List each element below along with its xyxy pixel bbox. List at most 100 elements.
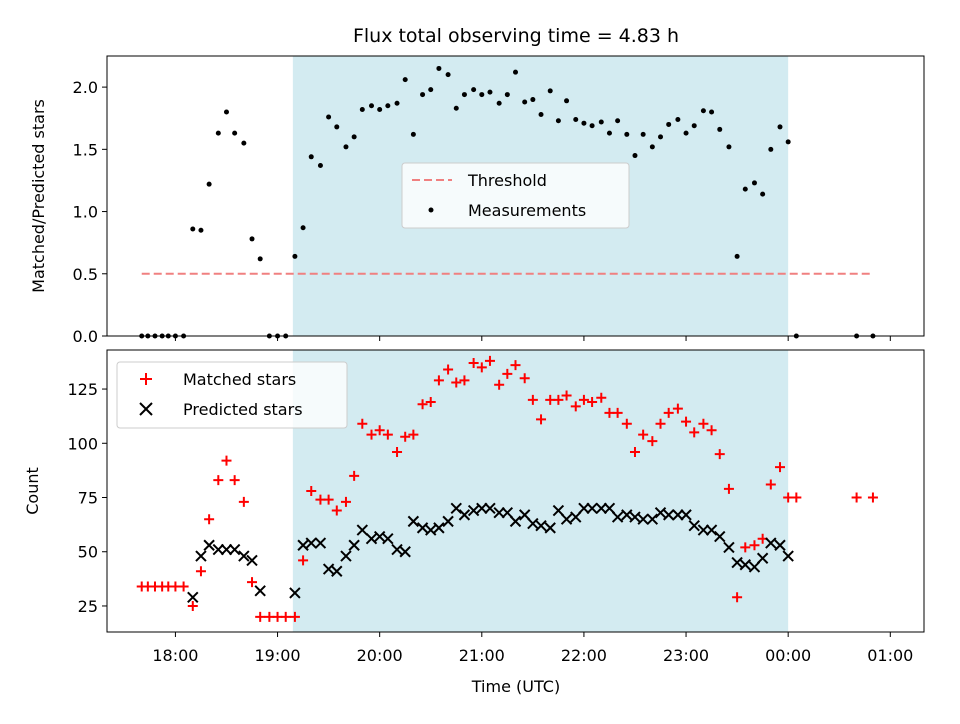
predicted-star-point	[467, 504, 480, 517]
bottom-y-tick-label: 125	[67, 380, 98, 399]
matched-star-point	[689, 427, 700, 438]
matched-star-point	[349, 470, 360, 481]
predicted-star-point	[314, 537, 327, 549]
measurement-point	[394, 100, 400, 106]
legend-measurements-swatch	[428, 207, 434, 213]
predicted-star-point	[586, 502, 598, 515]
predicted-star-point	[348, 539, 360, 551]
matched-star-point	[749, 540, 760, 551]
matched-star-point	[229, 475, 240, 486]
matched-star-point	[596, 392, 607, 403]
measurement-point	[257, 256, 263, 262]
top-y-tick-label: 0.5	[73, 265, 98, 284]
matched-star-point	[280, 611, 291, 622]
matched-star-point	[791, 492, 802, 503]
legend-matched-swatch	[140, 373, 152, 385]
bottom-legend-box	[116, 361, 348, 429]
measurement-point	[564, 98, 570, 104]
matched-star-point	[494, 379, 505, 390]
matched-star-point	[433, 375, 444, 386]
top-legend[interactable]: Threshold Measurements	[401, 162, 630, 229]
predicted-star-point	[476, 502, 488, 515]
matched-star-point	[502, 368, 513, 379]
measurement-points	[139, 65, 876, 339]
predicted-star-point	[570, 511, 582, 523]
measurement-point	[326, 114, 332, 120]
chart-title: Flux total observing time = 4.83 h	[353, 25, 679, 47]
predicted-star-point	[228, 543, 241, 556]
predicted-star-point	[611, 511, 624, 523]
predicted-star-point	[391, 543, 403, 556]
measurement-point	[461, 92, 467, 98]
measurement-point	[573, 116, 579, 122]
matched-star-point	[459, 375, 470, 386]
predicted-star-point	[212, 543, 225, 556]
bottom-panel: 25 50 75 100 125 18:00 19:00 20:00 21:00 22:00 23:…	[23, 349, 925, 696]
predicted-star-point	[552, 504, 565, 517]
measurement-point	[334, 124, 340, 130]
x-tick-label: 22:00	[561, 646, 607, 665]
predicted-star-point	[246, 554, 258, 567]
measurement-point	[530, 97, 536, 103]
top-legend-box	[401, 162, 630, 229]
x-tick-label: 20:00	[357, 646, 403, 665]
top-y-tick-label: 2.0	[73, 78, 98, 97]
bottom-axes-frame	[106, 349, 925, 633]
matched-star-point	[587, 397, 598, 408]
matched-star-point	[484, 355, 495, 366]
measurement-point	[649, 144, 655, 150]
predicted-star-point	[331, 565, 343, 577]
predicted-star-point	[458, 509, 471, 521]
predicted-star-point	[322, 563, 335, 575]
measurement-point	[410, 131, 416, 137]
measurement-point	[734, 253, 740, 259]
matched-star-point	[476, 362, 487, 373]
x-tick-label: 18:00	[152, 646, 198, 665]
matched-star-point	[706, 425, 717, 436]
predicted-star-point	[705, 524, 718, 536]
predicted-star-point	[442, 515, 454, 528]
bottom-y-tick-label: 100	[67, 434, 98, 453]
predicted-star-point	[509, 515, 522, 528]
predicted-star-point	[501, 506, 514, 519]
top-axes-frame	[106, 55, 925, 337]
measurement-point	[232, 130, 238, 136]
measurement-point	[241, 140, 247, 146]
x-tick-label: 23:00	[663, 646, 709, 665]
predicted-star-point	[399, 546, 411, 558]
matched-star-point	[765, 479, 776, 490]
predicted-star-point	[646, 513, 659, 525]
measurement-point	[700, 108, 706, 114]
matched-star-point	[553, 394, 564, 405]
matched-star-point	[578, 394, 589, 405]
predicted-star-point	[305, 537, 317, 549]
predicted-star-point	[493, 506, 505, 519]
matched-star-point	[775, 462, 786, 473]
measurement-point	[471, 87, 477, 93]
matched-star-point	[298, 555, 309, 566]
measurement-point	[436, 65, 442, 71]
matched-star-point	[867, 492, 878, 503]
matched-stars-points	[136, 355, 878, 622]
predicted-star-point	[629, 511, 641, 523]
matched-star-point	[519, 373, 530, 384]
predicted-star-point	[603, 502, 616, 515]
measurement-point	[504, 92, 510, 98]
top-y-tick-label: 1.5	[73, 140, 98, 159]
bottom-legend[interactable]: Matched stars Predicted stars	[116, 361, 348, 429]
measurement-point	[538, 111, 544, 117]
measurement-point	[717, 126, 723, 132]
matched-star-point	[570, 401, 581, 412]
measurement-point	[513, 69, 518, 75]
predicted-star-point	[782, 550, 794, 562]
x-tick-label: 19:00	[254, 646, 300, 665]
predicted-star-point	[774, 539, 786, 551]
measurement-point	[726, 144, 732, 150]
measurement-point	[385, 103, 391, 109]
predicted-star-point	[450, 502, 462, 515]
matched-star-point	[681, 416, 692, 427]
x-tick-label: 01:00	[867, 646, 913, 665]
measurement-point	[453, 105, 459, 111]
predicted-star-point	[621, 509, 633, 521]
x-axis-label: Time (UTC)	[471, 677, 560, 696]
